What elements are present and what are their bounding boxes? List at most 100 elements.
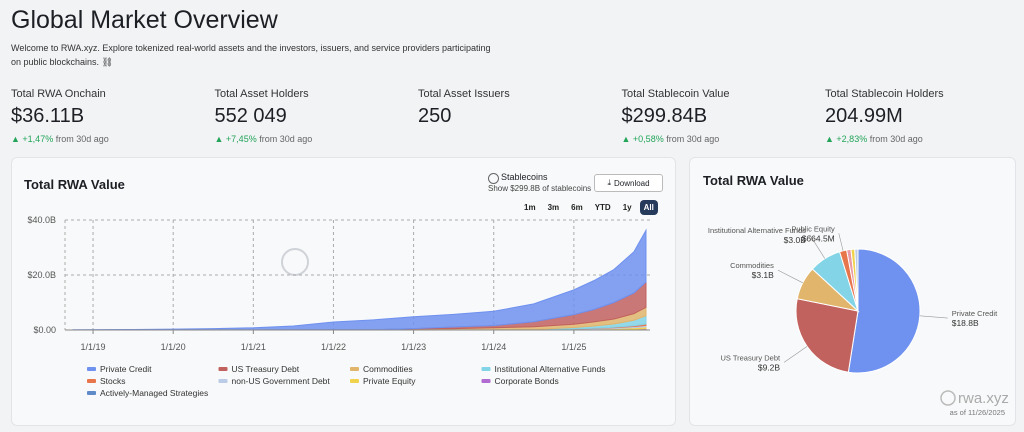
range-button[interactable]: 1m bbox=[524, 203, 536, 212]
watermark: rwa.xyz bbox=[958, 390, 1009, 407]
link-icon: ⛓ bbox=[101, 57, 114, 67]
range-button[interactable]: 6m bbox=[571, 203, 583, 212]
change-suffix: from 30d ago bbox=[259, 134, 313, 144]
download-button[interactable]: ⤓ Download bbox=[594, 174, 663, 192]
legend-label: Private Credit bbox=[100, 364, 152, 374]
slice-value: $3.0B bbox=[784, 235, 807, 245]
stat: Total Stablecoin Holders 204.99M ▲ +2,83% … bbox=[825, 88, 1024, 144]
checkbox-note: Show $299.8B of stablecoins bbox=[488, 184, 592, 193]
stat-label: Total Stablecoin Value bbox=[621, 88, 730, 100]
change-suffix: from 30d ago bbox=[869, 134, 923, 144]
legend-swatch bbox=[350, 367, 359, 371]
checkbox[interactable] bbox=[488, 173, 499, 184]
date-note: as of 11/26/2025 bbox=[950, 408, 1005, 417]
checkbox-label[interactable]: Stablecoins bbox=[501, 172, 548, 182]
y-tick-label: $20.0B bbox=[27, 270, 56, 280]
x-tick-label: 1/1/24 bbox=[481, 342, 506, 352]
stat-change: ▲ +7,45% from 30d ago bbox=[215, 134, 415, 144]
x-tick-label: 1/1/21 bbox=[241, 342, 266, 352]
slice-name: Institutional Alternative Funds bbox=[708, 226, 806, 235]
slice-value: $9.2B bbox=[758, 362, 781, 372]
stat-value: 204.99M bbox=[825, 105, 903, 127]
range-button[interactable]: 3m bbox=[547, 203, 560, 212]
slice-name: Commodities bbox=[730, 261, 774, 270]
stat: Total Asset Holders 552 049 ▲ +7,45% from … bbox=[215, 88, 415, 144]
stat-change: ▲ +0,58% from 30d ago bbox=[622, 134, 822, 144]
stat-value: 250 bbox=[418, 105, 452, 127]
download-icon: ⤓ bbox=[607, 178, 611, 187]
pie-card: Total RWA Value Private Credit $18.8B US T… bbox=[689, 157, 1016, 426]
change-value: +7,45% bbox=[225, 134, 257, 144]
slice-name: US Treasury Debt bbox=[720, 353, 781, 362]
range-button[interactable]: YTD bbox=[594, 203, 611, 212]
x-tick-label: 1/1/22 bbox=[321, 342, 346, 352]
leader-line bbox=[919, 315, 948, 319]
x-tick-label: 1/1/19 bbox=[81, 342, 106, 352]
legend-label: Stocks bbox=[100, 376, 126, 386]
x-tick-label: 1/1/25 bbox=[561, 342, 586, 352]
download-label: Download bbox=[613, 178, 650, 188]
legend-label: Corporate Bonds bbox=[495, 376, 559, 386]
area-chart: rwa.xyz$0.00$20.0B$40.0B1/1/191/1/201/1/… bbox=[27, 215, 650, 398]
card-title: Total RWA Value bbox=[703, 173, 804, 188]
stat-value: $36.11B bbox=[11, 105, 85, 127]
change-arrow: ▲ bbox=[621, 134, 633, 144]
stat-change: ▲ +1,47% from 30d ago bbox=[11, 134, 211, 144]
slice-name: Private Credit bbox=[952, 309, 998, 318]
slice-name: Public Equity bbox=[791, 224, 835, 233]
watermark-icon bbox=[940, 390, 956, 406]
change-value: +0,58% bbox=[632, 134, 664, 144]
description-text: Welcome to RWA.xyz. Explore tokenized re… bbox=[11, 43, 491, 67]
legend-swatch bbox=[87, 367, 96, 371]
legend-label: Institutional Alternative Funds bbox=[495, 364, 606, 374]
watermark-icon bbox=[281, 248, 309, 276]
x-tick-label: 1/1/20 bbox=[161, 342, 186, 352]
change-arrow: ▲ bbox=[214, 134, 226, 144]
change-value: +2,83% bbox=[836, 134, 868, 144]
change-value: +1,47% bbox=[22, 134, 54, 144]
card-title: Total RWA Value bbox=[24, 177, 125, 192]
pie-slice bbox=[847, 248, 921, 374]
slice-value: $664.5M bbox=[802, 233, 835, 243]
change-suffix: from 30d ago bbox=[666, 134, 720, 144]
area-card: Total RWA Value Stablecoins Show $299.8B… bbox=[11, 157, 676, 426]
legend-swatch bbox=[87, 391, 96, 395]
y-tick-label: $0.00 bbox=[33, 325, 56, 335]
legend-swatch bbox=[218, 367, 228, 371]
stat-value: 552 049 bbox=[214, 105, 287, 127]
legend-label: Actively-Managed Strategies bbox=[100, 388, 208, 398]
legend-label: Private Equity bbox=[363, 376, 416, 386]
slice-value: $18.8B bbox=[952, 318, 979, 328]
pie-slice bbox=[854, 248, 859, 312]
legend-label: non-US Government Debt bbox=[232, 376, 331, 386]
stat-label: Total Asset Issuers bbox=[418, 88, 510, 100]
area bbox=[72, 228, 647, 331]
legend-swatch bbox=[350, 379, 359, 383]
legend-swatch bbox=[87, 379, 96, 383]
stat-value: $299.84B bbox=[621, 105, 708, 127]
legend-swatch bbox=[481, 367, 491, 371]
pie-chart: Private Credit$18.8B US Treasury Debt$9.2… bbox=[708, 224, 1009, 417]
stat: Total RWA Onchain $36.11B ▲ +1,47% from 30… bbox=[11, 88, 211, 144]
x-tick-label: 1/1/23 bbox=[401, 342, 426, 352]
description: Welcome to RWA.xyz. Explore tokenized re… bbox=[11, 41, 501, 69]
range-button[interactable]: 1y bbox=[622, 203, 632, 212]
change-arrow: ▲ bbox=[11, 134, 23, 144]
stat-label: Total Asset Holders bbox=[214, 88, 309, 100]
y-tick-label: $40.0B bbox=[27, 215, 56, 225]
legend-swatch bbox=[481, 379, 491, 383]
leader-line bbox=[809, 234, 826, 259]
page-title: Global Market Overview bbox=[11, 6, 278, 34]
legend-label: Commodities bbox=[363, 364, 413, 374]
leader-line bbox=[838, 233, 844, 251]
range-button[interactable]: All bbox=[639, 200, 658, 215]
pie-slice bbox=[795, 298, 859, 373]
legend-swatch bbox=[218, 379, 228, 383]
stat-label: Total Stablecoin Holders bbox=[825, 88, 944, 100]
stat: Total Stablecoin Value $299.84B ▲ +0,58% f… bbox=[622, 88, 822, 144]
leader-line bbox=[783, 346, 808, 363]
stat-label: Total RWA Onchain bbox=[11, 88, 106, 100]
range-buttons: 1m 3m 6m YTD 1y All bbox=[520, 200, 658, 215]
stat-change: ▲ +2,83% from 30d ago bbox=[825, 134, 1024, 144]
